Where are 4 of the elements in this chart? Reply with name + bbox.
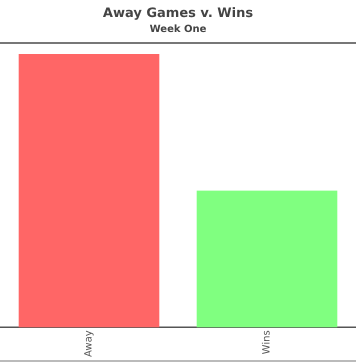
x-tick-label: Wins (262, 330, 273, 354)
chart-subtitle: Week One (148, 24, 208, 35)
x-tick-label: Away (84, 330, 95, 358)
chart-title: Away Games v. Wins (102, 5, 254, 21)
